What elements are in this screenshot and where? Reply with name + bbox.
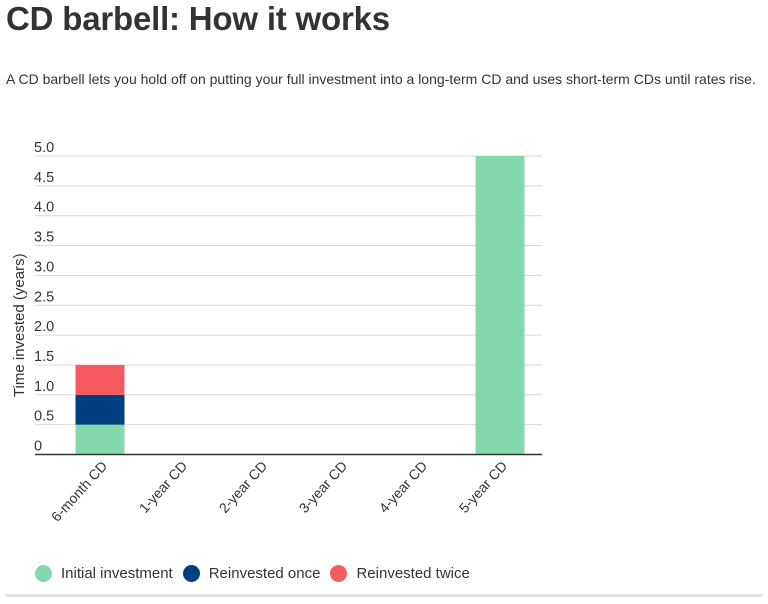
x-tick-labels: 6-month CD 1-year CD 2-year CD 3-year CD 4-y…	[48, 458, 510, 525]
bar-chart: 0 0.5 1.0 1.5 2.0 2.5 3.0 3.5 4.0 4.5 5.0 6-month …	[11, 140, 542, 525]
y-tick-label: 0.5	[34, 409, 54, 425]
legend-label: Initial investment	[61, 564, 173, 582]
y-tick-label: 1.5	[34, 349, 54, 365]
bar-segment	[75, 424, 125, 455]
x-tick-label: 6-month CD	[48, 458, 110, 525]
x-tick-label: 2-year CD	[216, 458, 271, 516]
y-tick-label: 5.0	[34, 140, 54, 156]
x-tick-label: 3-year CD	[296, 458, 351, 516]
y-tick-label: 2.5	[34, 289, 54, 305]
bar-segment	[75, 364, 125, 395]
legend-swatch	[35, 564, 52, 582]
bar-segment	[75, 394, 125, 425]
y-axis-label: Time invested (years)	[11, 253, 28, 397]
chart-legend: Initial investment Reinvested once Reinves…	[35, 562, 470, 584]
legend-swatch	[330, 564, 348, 582]
y-tick-label: 0	[34, 439, 42, 455]
bars	[75, 156, 525, 455]
chart-title: CD barbell: How it works	[6, 0, 390, 37]
y-tick-label: 3.5	[34, 230, 54, 246]
x-tick-label: 1-year CD	[136, 458, 191, 516]
chart-subtitle: A CD barbell lets you hold off on puttin…	[6, 71, 756, 87]
legend-item: Reinvested twice	[330, 564, 470, 582]
y-tick-label: 4.5	[34, 170, 54, 186]
y-tick-label: 4.0	[34, 200, 54, 216]
x-tick-label: 4-year CD	[376, 458, 431, 516]
bottom-divider	[6, 594, 762, 597]
legend-label: Reinvested twice	[356, 564, 470, 582]
legend-item: Reinvested once	[182, 564, 321, 582]
y-tick-label: 1.0	[34, 379, 54, 395]
x-tick-label: 5-year CD	[456, 458, 511, 516]
legend-label: Reinvested once	[208, 564, 321, 582]
y-tick-label: 3.0	[34, 259, 54, 275]
y-tick-labels: 0 0.5 1.0 1.5 2.0 2.5 3.0 3.5 4.0 4.5 5.0	[34, 140, 54, 455]
legend-swatch	[182, 564, 200, 582]
bar-segment	[475, 156, 525, 455]
y-tick-label: 2.0	[34, 319, 54, 335]
legend-item: Initial investment	[35, 564, 173, 582]
